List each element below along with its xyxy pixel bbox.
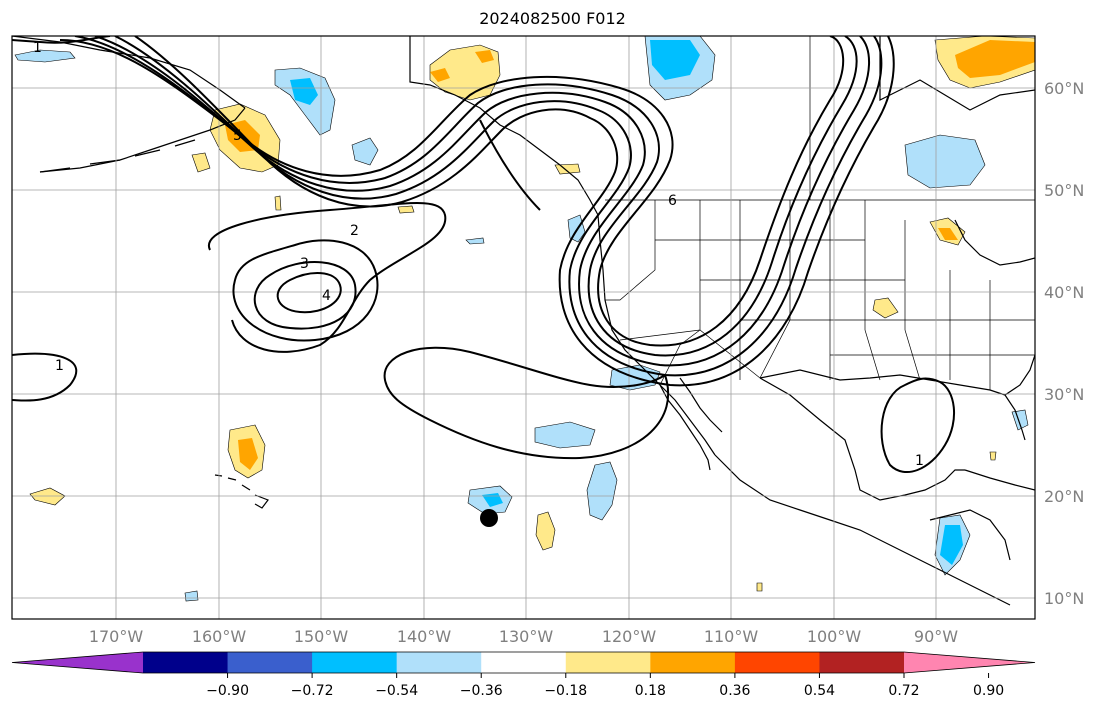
map-frame	[11, 35, 1036, 620]
colorbar-tick-label: 0.18	[635, 683, 666, 699]
map-background	[12, 36, 1035, 619]
lon-label-140w: 140°W	[397, 627, 452, 646]
contour-label-5: 5	[233, 128, 242, 144]
colorbar-extend-min	[12, 652, 143, 673]
colorbar	[11, 651, 1036, 674]
colorbar-segment	[565, 652, 651, 673]
contour-label-6: 6	[668, 193, 677, 209]
lat-label-10n: 10°N	[1044, 589, 1084, 608]
colorbar-tick-label: 0.54	[804, 683, 835, 699]
lat-label-20n: 20°N	[1044, 487, 1084, 506]
colorbar-segment	[819, 652, 905, 673]
colorbar-tick-label: −0.90	[206, 683, 249, 699]
latitude-axis: 60°N 50°N 40°N 30°N 20°N 10°N	[1044, 79, 1084, 608]
contour-label-3: 3	[300, 256, 309, 272]
colorbar-outline	[11, 651, 1036, 674]
lat-label-50n: 50°N	[1044, 181, 1084, 200]
lat-label-40n: 40°N	[1044, 283, 1084, 302]
height-contours	[12, 36, 956, 474]
colorbar-segment	[481, 652, 567, 673]
longitude-axis: 170°W 160°W 150°W 140°W 130°W 120°W 110°…	[89, 627, 958, 646]
colorbar-segment	[650, 652, 736, 673]
colorbar-segment	[227, 652, 313, 673]
lat-label-60n: 60°N	[1044, 79, 1084, 98]
lon-label-90w: 90°W	[914, 627, 958, 646]
contour-label-1-gulf: 1	[915, 453, 924, 469]
colorbar-tick-label: −0.18	[544, 683, 587, 699]
contour-label-1-west: 1	[55, 358, 64, 374]
colorbar-extend-max	[904, 652, 1035, 673]
colorbar-tick-label: 0.72	[888, 683, 919, 699]
contour-label-2: 2	[350, 223, 359, 239]
lon-label-130w: 130°W	[499, 627, 554, 646]
contour-label-group: 2 3 4 5 6 1 1 1	[33, 40, 924, 469]
lon-label-100w: 100°W	[807, 627, 862, 646]
lat-label-30n: 30°N	[1044, 385, 1084, 404]
storm-marker	[480, 509, 498, 527]
colorbar-tick-label: 0.90	[973, 683, 1004, 699]
colorbar-segment	[143, 652, 229, 673]
lon-label-150w: 150°W	[294, 627, 349, 646]
colorbar-segment	[312, 652, 398, 673]
colorbar-tick-label: −0.72	[291, 683, 334, 699]
lon-label-120w: 120°W	[602, 627, 657, 646]
map-title: 2024082500 F012	[479, 9, 626, 28]
colorbar-tick-label: −0.54	[375, 683, 418, 699]
lon-label-160w: 160°W	[192, 627, 247, 646]
colorbar-tick-label: −0.36	[460, 683, 503, 699]
colorbar-tick-label: 0.36	[719, 683, 750, 699]
contour-label-1-north: 1	[33, 40, 42, 56]
contour-label-4: 4	[322, 288, 331, 304]
colorbar-segment	[734, 652, 820, 673]
colorbar-tick-labels: −0.90 −0.72 −0.54 −0.36 −0.18 0.18 0.36 0.54 0.7…	[206, 673, 1004, 699]
lon-label-110w: 110°W	[704, 627, 759, 646]
colorbar-segment	[396, 652, 482, 673]
negative-anomaly-shading	[14, 36, 1029, 602]
lon-label-170w: 170°W	[89, 627, 144, 646]
